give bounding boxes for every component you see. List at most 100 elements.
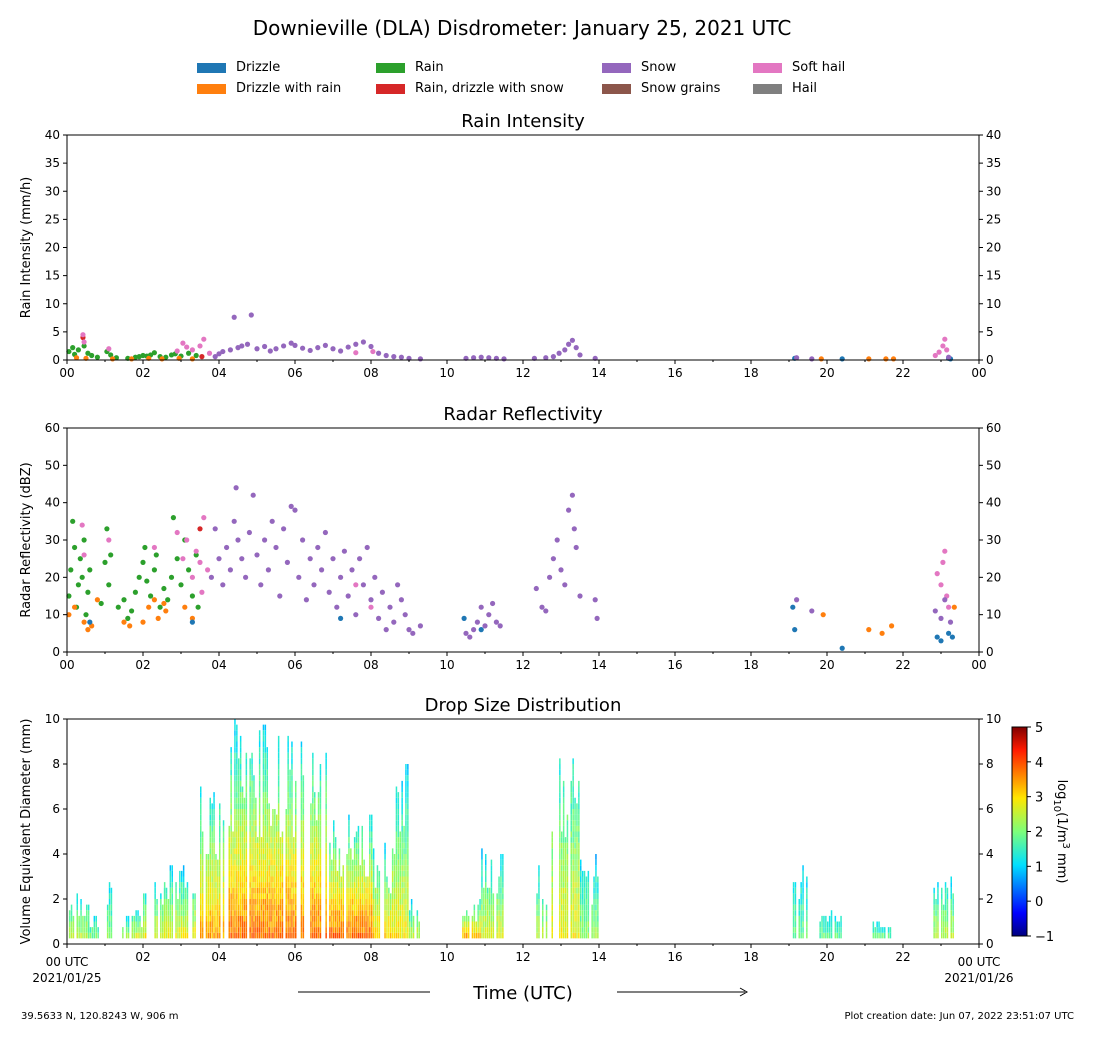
dsd-cell [395, 865, 398, 871]
dsd-cell [401, 837, 403, 843]
dsd-cell [369, 859, 371, 866]
dsd-cell [76, 915, 78, 922]
dsd-cell [277, 904, 280, 911]
dsd-cell [200, 825, 202, 832]
dsd-cell [277, 927, 280, 933]
dsd-cell [374, 893, 377, 899]
dsd-cell [352, 932, 354, 939]
point-snow [398, 597, 404, 603]
dsd-cell [403, 831, 405, 838]
dsd-cell [219, 932, 221, 939]
dsd-cell [285, 831, 287, 838]
dsd-cell [393, 921, 396, 928]
dsd-cell [405, 764, 407, 770]
dsd-cell [359, 904, 362, 911]
dsd-cell [312, 803, 314, 809]
dsd-cell [314, 809, 316, 815]
dsd-cell [241, 904, 244, 911]
dsd-cell [371, 825, 373, 832]
dsd-cell [135, 915, 137, 922]
point-soft-hail [946, 604, 952, 610]
dsd-cell [334, 876, 337, 883]
dsd-cell [542, 899, 544, 905]
dsd-cell [792, 887, 795, 894]
dsd-cell [880, 927, 882, 933]
dsd-cell [502, 887, 504, 894]
dsd-cell [357, 932, 360, 939]
colorbar [1011, 726, 1028, 937]
dsd-cell [234, 752, 236, 759]
dsd-cell [559, 809, 561, 815]
dsd-cell [317, 904, 320, 911]
dsd-cell [258, 882, 261, 888]
dsd-cell [266, 747, 268, 753]
dsd-cell [249, 775, 251, 781]
dsd-cell [230, 859, 232, 866]
dsd-cell [576, 825, 578, 832]
dsd-cell [279, 910, 282, 916]
dsd-cell [277, 837, 280, 843]
dsd-cell [260, 865, 263, 871]
dsd-cell [201, 854, 204, 860]
panel1-ytick-label-left: 35 [45, 156, 60, 170]
point-snow [246, 529, 252, 536]
dsd-cell [355, 899, 358, 905]
dsd-cell [562, 825, 565, 832]
dsd-cell [492, 910, 495, 916]
dsd-cell [181, 899, 183, 905]
dsd-cell [268, 837, 270, 843]
dsd-cell [578, 780, 580, 787]
dsd-cell [239, 831, 242, 838]
dsd-cell [310, 932, 312, 939]
dsd-cell [287, 859, 289, 866]
dsd-cell [538, 893, 540, 899]
dsd-cell [593, 887, 595, 894]
dsd-cell [236, 758, 238, 764]
dsd-cell [245, 792, 248, 798]
dsd-cell [357, 915, 360, 922]
dsd-cell [211, 932, 213, 939]
dsd-cell [289, 831, 291, 838]
dsd-cell [403, 825, 405, 832]
dsd-cell [249, 758, 251, 764]
dsd-cell [386, 882, 388, 888]
dsd-cell [401, 876, 403, 883]
dsd-cell [258, 786, 261, 793]
dsd-cell [293, 848, 295, 854]
dsd-cell [262, 842, 265, 849]
dsd-cell [367, 932, 369, 939]
point-snow [273, 346, 279, 352]
dsd-cell [295, 910, 297, 916]
dsd-cell [236, 899, 238, 905]
dsd-cell [279, 927, 282, 933]
dsd-cell [342, 893, 344, 899]
point-rain [83, 612, 89, 618]
dsd-cell [334, 910, 337, 916]
dsd-cell [581, 921, 584, 928]
dsd-cell [289, 882, 291, 888]
dsd-cell [483, 893, 485, 899]
dsd-cell [276, 870, 278, 877]
dsd-cell [502, 899, 504, 905]
dsd-cell [559, 921, 561, 928]
dsd-cell [490, 932, 493, 939]
dsd-cell [154, 904, 156, 911]
dsd-cell [353, 893, 356, 899]
dsd-cell [492, 932, 495, 939]
dsd-cell [194, 921, 196, 928]
point-drizzle-with-rain [140, 619, 146, 625]
dsd-cell [391, 865, 394, 871]
point-snow [376, 615, 382, 622]
dsd-cell [365, 876, 367, 883]
dsd-cell [238, 775, 240, 781]
dsd-cell [574, 904, 576, 911]
dsd-cell [574, 882, 576, 888]
dsd-cell [319, 786, 322, 793]
dsd-cell [87, 910, 90, 916]
dsd-cell [255, 921, 257, 928]
dsd-cell [357, 910, 360, 916]
dsd-cell [950, 927, 952, 933]
dsd-cell [467, 932, 470, 939]
dsd-cell [561, 910, 563, 916]
dsd-cell [325, 769, 327, 776]
